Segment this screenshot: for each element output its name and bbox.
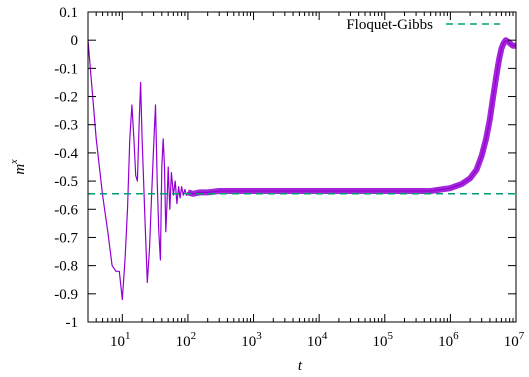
- x-tick-label: 107: [504, 330, 525, 350]
- legend: Floquet-Gibbs: [346, 17, 500, 33]
- x-tick-label: 104: [307, 330, 328, 350]
- x-tick-label: 101: [110, 330, 131, 350]
- y-tick-label: -0.3: [54, 118, 78, 134]
- y-axis-label: mx: [9, 159, 28, 175]
- plot-frame: [87, 11, 517, 323]
- y-tick-label: -0.7: [54, 230, 78, 246]
- y-axis-label-superscript: x: [9, 159, 20, 165]
- y-tick-label: -0.4: [54, 146, 78, 162]
- x-tick-label: 105: [373, 330, 394, 350]
- tick-layer: 0.1 0 -0.1 -0.2 -0.3 -0.4 -0.5 -0.6 -0.7 -0.8 -0.9…: [54, 5, 525, 350]
- y-tick-label: -0.5: [54, 174, 78, 190]
- legend-label: Floquet-Gibbs: [346, 17, 433, 33]
- y-tick-label: -0.1: [54, 61, 78, 77]
- y-tick-label: -0.6: [54, 202, 78, 218]
- x-tick-label: 102: [176, 330, 197, 350]
- y-tick-label: -0.2: [54, 90, 78, 106]
- x-tick-label: 106: [438, 330, 459, 350]
- y-tick-label: -0.8: [54, 259, 78, 275]
- x-axis-label: t: [298, 358, 303, 374]
- series-layer: [87, 37, 516, 301]
- series-0-line: [87, 39, 516, 301]
- y-tick-label: -0.9: [54, 287, 78, 303]
- y-tick-label: 0: [71, 33, 79, 49]
- y-tick-label: 0.1: [59, 5, 78, 21]
- y-tick-label: -1: [66, 315, 79, 331]
- y-axis-label-base: m: [12, 164, 28, 175]
- x-tick-label: 103: [241, 330, 262, 350]
